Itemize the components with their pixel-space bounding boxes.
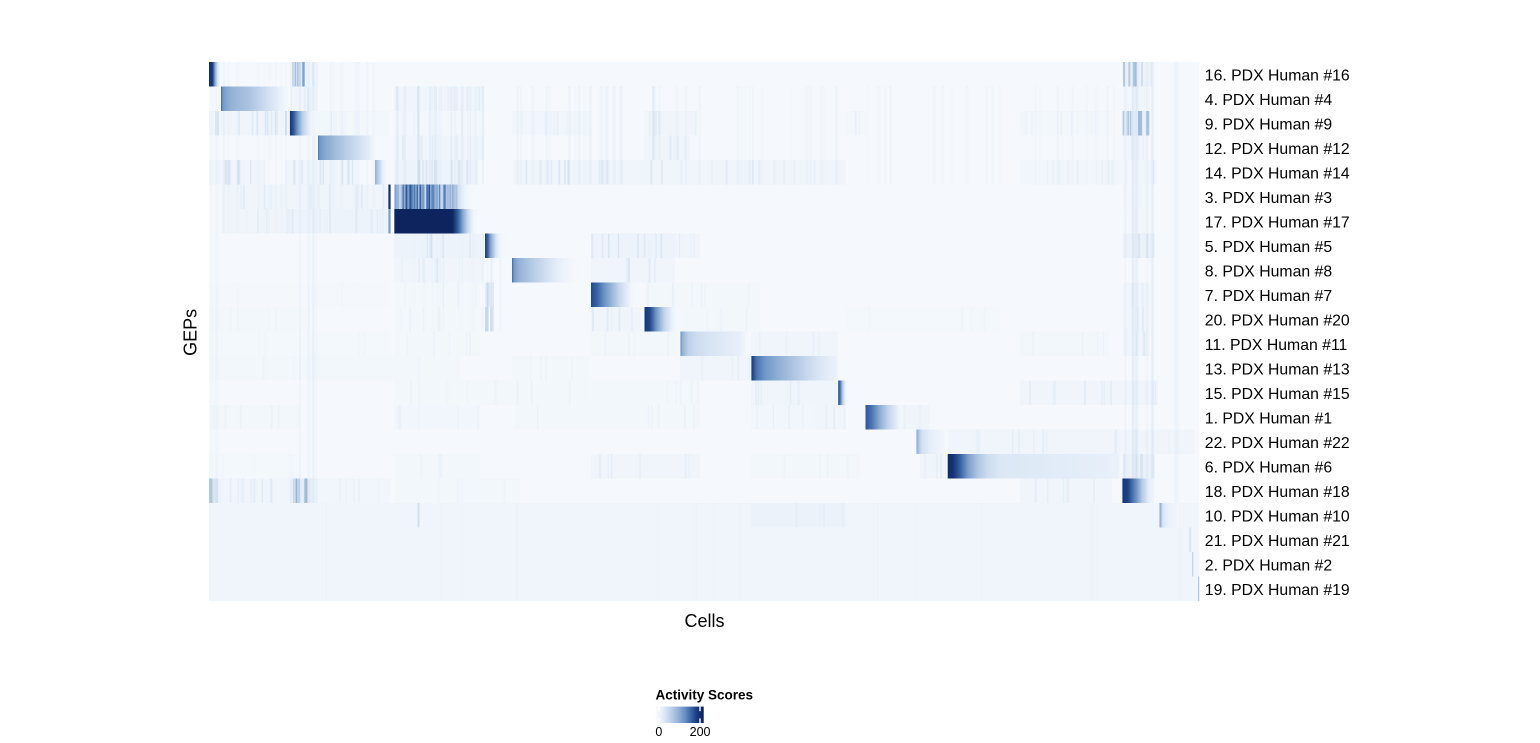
svg-text:6. PDX Human #6: 6. PDX Human #6	[1205, 460, 1333, 477]
svg-text:4. PDX Human #4: 4. PDX Human #4	[1205, 92, 1333, 109]
svg-text:18. PDX Human #18: 18. PDX Human #18	[1205, 484, 1350, 501]
svg-text:7. PDX Human #7: 7. PDX Human #7	[1205, 288, 1332, 305]
svg-text:12. PDX Human #12: 12. PDX Human #12	[1205, 141, 1350, 158]
svg-text:16. PDX Human #16: 16. PDX Human #16	[1205, 68, 1350, 85]
svg-text:Cells: Cells	[684, 611, 724, 631]
svg-text:13. PDX Human #13: 13. PDX Human #13	[1205, 362, 1350, 379]
svg-text:20. PDX Human #20: 20. PDX Human #20	[1205, 313, 1350, 330]
svg-text:9. PDX Human #9: 9. PDX Human #9	[1205, 117, 1333, 134]
svg-text:22. PDX Human #22: 22. PDX Human #22	[1205, 435, 1350, 452]
svg-text:19. PDX Human #19: 19. PDX Human #19	[1205, 582, 1350, 599]
svg-text:1. PDX Human #1: 1. PDX Human #1	[1205, 411, 1333, 428]
svg-text:200: 200	[690, 725, 711, 739]
svg-text:0: 0	[655, 725, 662, 739]
svg-text:Activity Scores: Activity Scores	[656, 688, 754, 703]
svg-text:15. PDX Human #15: 15. PDX Human #15	[1205, 386, 1350, 403]
svg-text:3. PDX Human #3: 3. PDX Human #3	[1205, 190, 1333, 207]
svg-text:11. PDX Human #11: 11. PDX Human #11	[1205, 337, 1348, 354]
svg-text:8. PDX Human #8: 8. PDX Human #8	[1205, 264, 1333, 281]
svg-text:14. PDX Human #14: 14. PDX Human #14	[1205, 166, 1350, 183]
svg-text:17. PDX Human #17: 17. PDX Human #17	[1205, 215, 1350, 232]
svg-text:10. PDX Human #10: 10. PDX Human #10	[1205, 509, 1350, 526]
svg-text:GEPs: GEPs	[181, 309, 201, 356]
svg-text:21. PDX Human #21: 21. PDX Human #21	[1205, 533, 1350, 550]
svg-text:2. PDX Human #2: 2. PDX Human #2	[1205, 558, 1332, 575]
svg-text:5. PDX Human #5: 5. PDX Human #5	[1205, 239, 1333, 256]
